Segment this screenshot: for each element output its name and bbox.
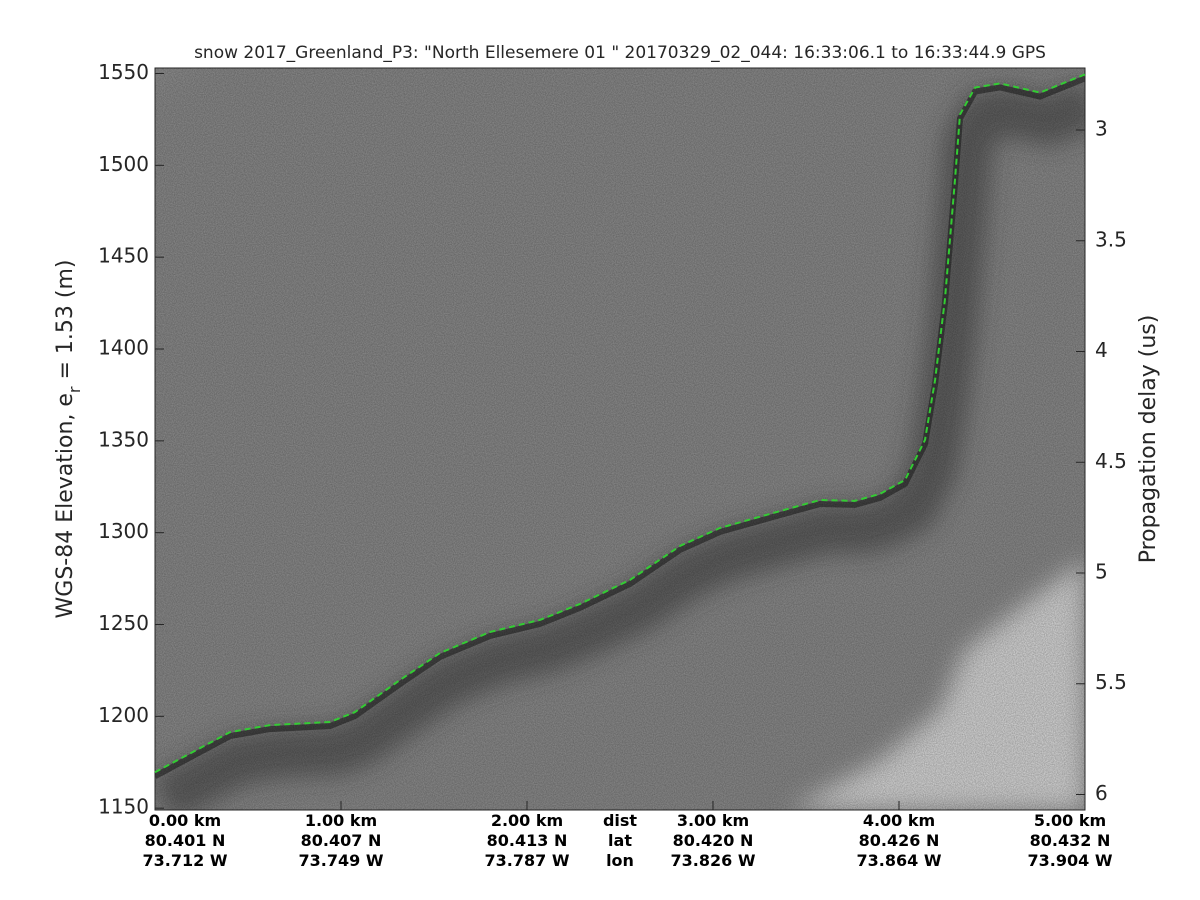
y-tick-label: 1400 (98, 336, 149, 360)
x-tick-label: 4.00 km (863, 811, 935, 830)
y-tick-label: 1250 (98, 611, 149, 635)
y2-axis-label: Propagation delay (us) (1136, 315, 1161, 564)
x-tick-label: 3.00 km (677, 811, 749, 830)
x-tick-label: 5.00 km (1034, 811, 1106, 830)
x-tick-label: 2.00 km (491, 811, 563, 830)
y-label-part: WGS-84 Elevation, e (53, 393, 78, 618)
y-label-subscript: r (65, 386, 84, 393)
y-tick-label: 1300 (98, 519, 149, 543)
y-tick-label: 1550 (98, 60, 149, 84)
row-label: lat (608, 831, 632, 850)
x-tick-label: 0.00 km (149, 811, 221, 830)
y-tick-label: 1350 (98, 427, 149, 451)
lon-label: 73.712 W (143, 851, 228, 870)
y-label-part: = 1.53 (m) (53, 260, 78, 387)
echogram (155, 68, 1085, 810)
y2-tick-label: 3.5 (1095, 227, 1127, 251)
y2-tick-label: 4.5 (1095, 449, 1127, 473)
y2-tick-label: 4 (1095, 338, 1108, 362)
surface-line (154, 73, 1086, 774)
lat-label: 80.426 N (859, 831, 940, 850)
lat-label: 80.432 N (1030, 831, 1111, 850)
x-tick-label: 1.00 km (305, 811, 377, 830)
y-tick-label: 1200 (98, 703, 149, 727)
y2-tick-label: 3 (1095, 117, 1108, 141)
y-tick-label: 1150 (98, 795, 149, 819)
lat-label: 80.413 N (487, 831, 568, 850)
y2-tick-label: 5 (1095, 560, 1108, 584)
y2-tick-label: 6 (1095, 781, 1108, 805)
y-axis-label: WGS-84 Elevation, er = 1.53 (m) (53, 260, 84, 619)
row-label: dist (603, 811, 637, 830)
y2-tick-label: 5.5 (1095, 670, 1127, 694)
lon-label: 73.864 W (857, 851, 942, 870)
chart-title: snow 2017_Greenland_P3: "North Ellesemer… (194, 43, 1046, 63)
lat-label: 80.407 N (301, 831, 382, 850)
lat-label: 80.420 N (673, 831, 754, 850)
lon-label: 73.787 W (485, 851, 570, 870)
row-label: lon (606, 851, 634, 870)
lon-label: 73.749 W (299, 851, 384, 870)
y-tick-label: 1450 (98, 244, 149, 268)
y-tick-label: 1500 (98, 152, 149, 176)
lon-label: 73.904 W (1028, 851, 1113, 870)
lat-label: 80.401 N (145, 831, 226, 850)
lon-label: 73.826 W (671, 851, 756, 870)
